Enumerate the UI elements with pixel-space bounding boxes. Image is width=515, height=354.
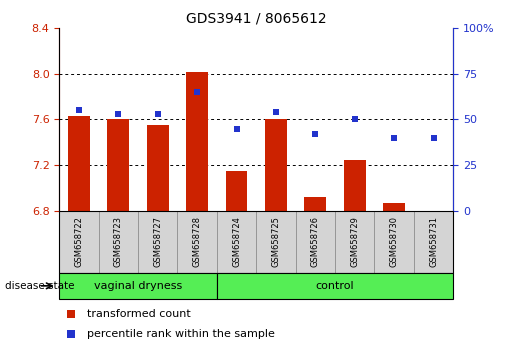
Bar — [304, 197, 326, 211]
Bar — [217, 273, 453, 299]
Text: GSM658726: GSM658726 — [311, 216, 320, 267]
Bar — [374, 211, 414, 273]
Bar — [186, 72, 208, 211]
Text: vaginal dryness: vaginal dryness — [94, 281, 182, 291]
Text: GSM658727: GSM658727 — [153, 216, 162, 267]
Point — [351, 116, 359, 122]
Point — [430, 135, 438, 141]
Bar — [108, 119, 129, 211]
Bar — [226, 171, 247, 211]
Text: transformed count: transformed count — [87, 309, 191, 319]
Point — [232, 126, 241, 131]
Text: GSM658722: GSM658722 — [75, 216, 83, 267]
Bar — [177, 211, 217, 273]
Text: GSM658723: GSM658723 — [114, 216, 123, 267]
Bar — [414, 211, 453, 273]
Text: percentile rank within the sample: percentile rank within the sample — [87, 329, 274, 339]
Bar — [99, 211, 138, 273]
Text: GSM658731: GSM658731 — [429, 216, 438, 267]
Bar — [296, 211, 335, 273]
Text: disease state: disease state — [5, 281, 75, 291]
Bar — [59, 273, 217, 299]
Bar — [59, 211, 99, 273]
Text: GSM658725: GSM658725 — [271, 216, 280, 267]
Point — [153, 111, 162, 117]
Text: GSM658728: GSM658728 — [193, 216, 201, 267]
Point — [193, 89, 201, 95]
Bar — [344, 160, 366, 211]
Text: GSM658724: GSM658724 — [232, 216, 241, 267]
Title: GDS3941 / 8065612: GDS3941 / 8065612 — [186, 12, 327, 26]
Bar — [147, 125, 168, 211]
Bar — [138, 211, 177, 273]
Bar — [68, 116, 90, 211]
Point — [114, 111, 123, 117]
Text: control: control — [316, 281, 354, 291]
Bar — [265, 119, 287, 211]
Bar — [335, 211, 374, 273]
Text: GSM658729: GSM658729 — [350, 216, 359, 267]
Bar — [256, 211, 296, 273]
Point — [272, 109, 280, 115]
Bar — [383, 202, 405, 211]
Bar — [217, 211, 256, 273]
Point — [390, 135, 398, 141]
Text: GSM658730: GSM658730 — [390, 216, 399, 267]
Point — [311, 131, 319, 137]
Point — [67, 311, 75, 316]
Point — [75, 108, 83, 113]
Point — [67, 331, 75, 337]
